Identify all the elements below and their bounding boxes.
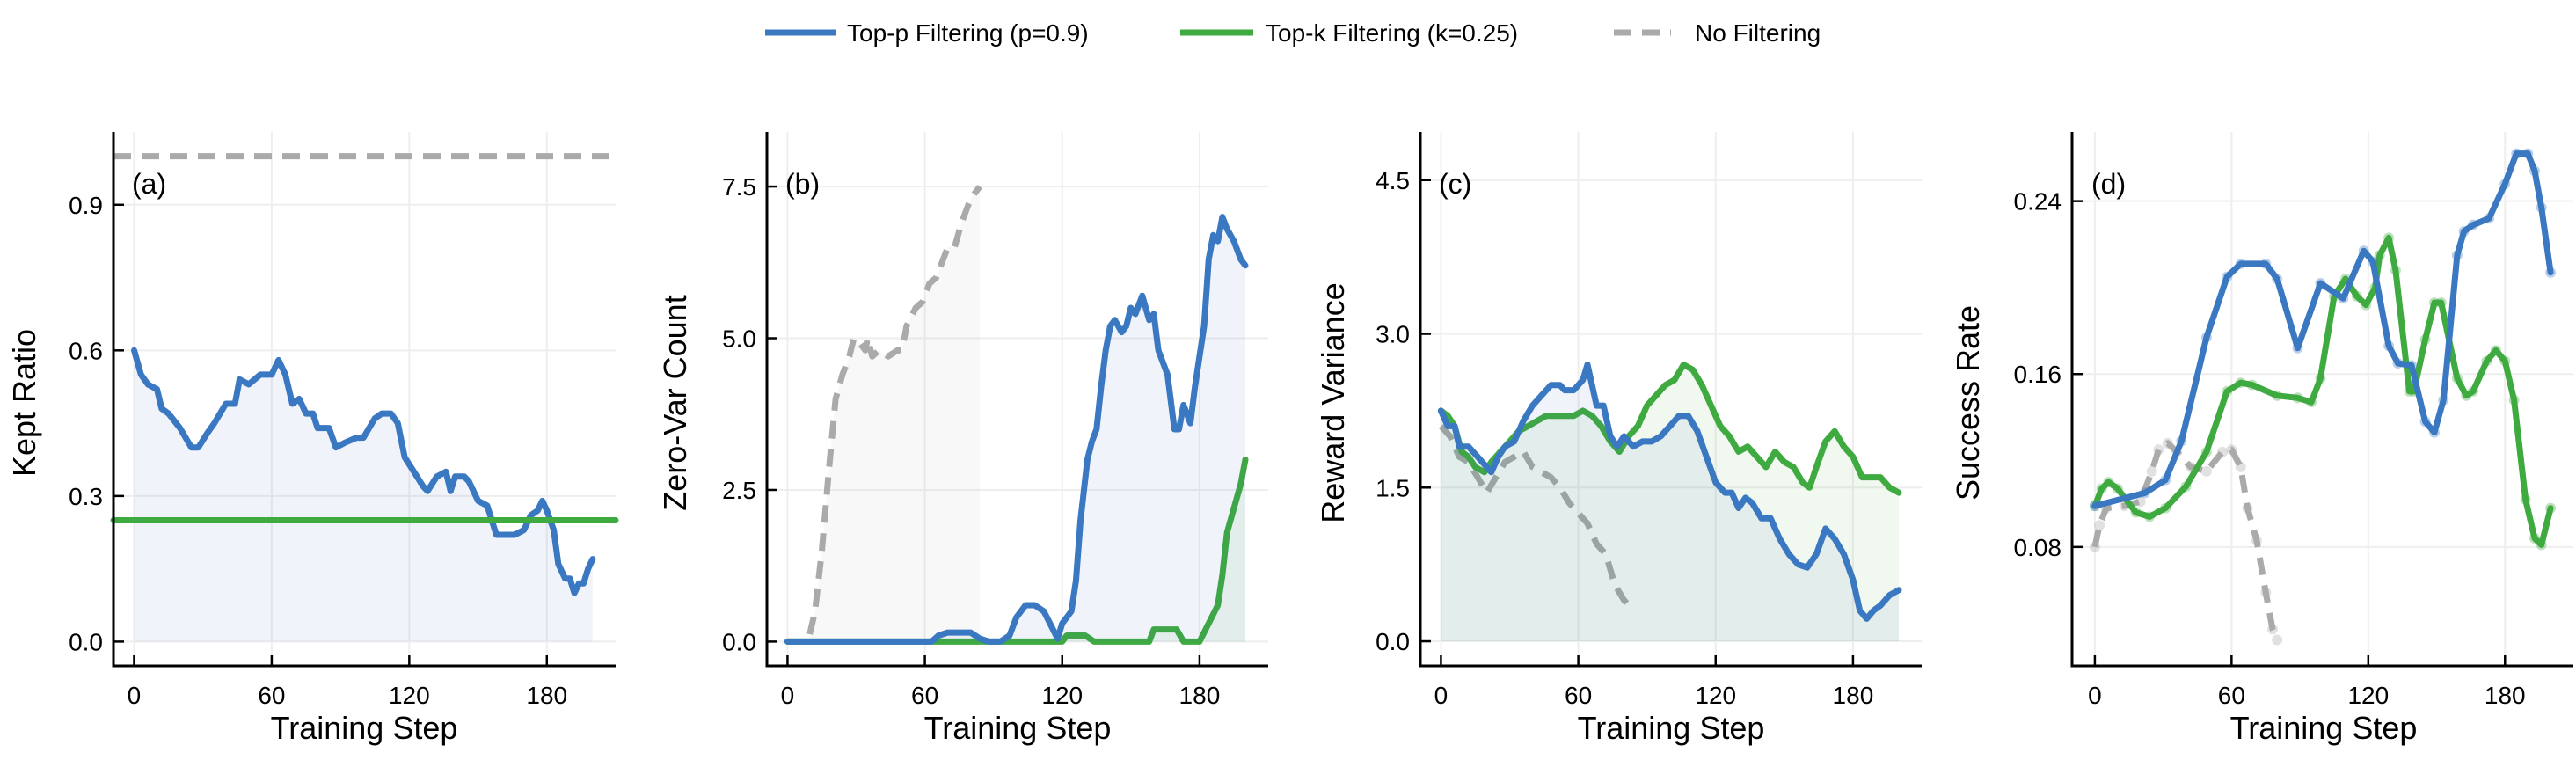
panel-letter: (b) bbox=[785, 168, 820, 200]
y-tick-label: 0.6 bbox=[69, 337, 103, 364]
data-point bbox=[2094, 520, 2105, 531]
y-tick-label: 2.5 bbox=[722, 477, 756, 504]
series-line-top-k-filtering-k-0-25- bbox=[2091, 234, 2554, 548]
series-line-top-p-filtering-p-0-9- bbox=[1437, 362, 1902, 622]
series-line-no-filtering bbox=[787, 184, 982, 645]
series-fill bbox=[134, 350, 593, 642]
y-tick-label: 0.9 bbox=[69, 192, 103, 219]
series-fill bbox=[1441, 364, 1899, 642]
series-line-top-p-filtering-p-0-9- bbox=[784, 214, 1249, 645]
data-point bbox=[2146, 465, 2157, 477]
x-tick-label: 60 bbox=[258, 682, 285, 709]
x-axis-label: Training Step bbox=[924, 710, 1112, 746]
panel-letter: (d) bbox=[2091, 168, 2126, 200]
x-tick-label: 0 bbox=[781, 682, 795, 709]
x-tick-label: 0 bbox=[2088, 682, 2102, 709]
series-line-top-k-filtering-k-0-25- bbox=[784, 457, 1249, 645]
plot-area: 0 60 120 180 0.0 1.5 3.0 4.5 bbox=[1376, 132, 1922, 709]
x-tick-label: 180 bbox=[1179, 682, 1221, 709]
plot-area: 0 60 120 180 0.0 2.5 5.0 7.5 bbox=[722, 132, 1268, 709]
y-tick-label: 0.0 bbox=[722, 628, 756, 655]
x-tick-label: 180 bbox=[526, 682, 567, 709]
legend-label-top-p: Top-p Filtering (p=0.9) bbox=[847, 19, 1089, 47]
series-line-no-filtering bbox=[1438, 424, 1636, 613]
y-tick-label: 3.0 bbox=[1376, 321, 1410, 348]
plot-area: 0 60 120 180 0.08 0.16 0.24 bbox=[2014, 132, 2573, 709]
legend-item-no-filtering: No Filtering bbox=[1614, 19, 1821, 47]
series-line-top-p-filtering-p-0-9- bbox=[2091, 150, 2554, 509]
x-tick-label: 60 bbox=[2218, 682, 2245, 709]
series-line-top-p-filtering-p-0-9- bbox=[131, 347, 596, 596]
y-axis-label: Success Rate bbox=[1950, 305, 1986, 501]
legend: Top-p Filtering (p=0.9) Top-k Filtering … bbox=[765, 19, 1821, 47]
panel-letter: (c) bbox=[1439, 168, 1471, 200]
x-axis-label: Training Step bbox=[1578, 710, 1765, 746]
x-tick-label: 0 bbox=[1434, 682, 1449, 709]
y-axis-label: Reward Variance bbox=[1315, 282, 1351, 522]
y-tick-label: 0.3 bbox=[69, 483, 103, 510]
legend-item-top-k: Top-k Filtering (k=0.25) bbox=[1180, 19, 1518, 47]
y-tick-label: 5.0 bbox=[722, 325, 756, 353]
x-tick-label: 180 bbox=[2485, 682, 2526, 709]
y-tick-label: 0.16 bbox=[2014, 361, 2062, 388]
series-line-no-filtering bbox=[2091, 440, 2280, 641]
y-tick-label: 0.0 bbox=[69, 628, 103, 655]
series-fill bbox=[787, 216, 1245, 642]
series-fill bbox=[1441, 364, 1899, 642]
y-tick-label: 4.5 bbox=[1376, 167, 1410, 194]
y-axis-label: Kept Ratio bbox=[6, 329, 42, 477]
plot-area: 0 60 120 180 0.0 0.3 0.6 0.9 bbox=[69, 132, 619, 709]
data-point bbox=[2200, 465, 2212, 477]
y-tick-label: 7.5 bbox=[722, 173, 756, 201]
panel-a: 0 60 120 180 0.0 0.3 0.6 0.9 (a) Kept Ratio Tra… bbox=[6, 132, 619, 746]
legend-item-top-p: Top-p Filtering (p=0.9) bbox=[765, 19, 1089, 47]
legend-label-no-filtering: No Filtering bbox=[1695, 19, 1821, 47]
x-tick-label: 180 bbox=[1833, 682, 1874, 709]
x-tick-label: 60 bbox=[911, 682, 938, 709]
panel-letter: (a) bbox=[132, 168, 166, 200]
x-tick-label: 60 bbox=[1565, 682, 1592, 709]
y-tick-label: 0.08 bbox=[2014, 534, 2062, 561]
x-axis-label: Training Step bbox=[2230, 710, 2418, 746]
y-tick-label: 0.0 bbox=[1376, 628, 1410, 655]
y-axis-label: Zero-Var Count bbox=[657, 295, 693, 510]
data-point bbox=[2272, 634, 2283, 646]
y-tick-label: 1.5 bbox=[1376, 474, 1410, 501]
panel-b: 0 60 120 180 0.0 2.5 5.0 7.5 (b) Zero-Var Count… bbox=[657, 132, 1268, 746]
x-tick-label: 120 bbox=[1041, 682, 1083, 709]
x-tick-label: 120 bbox=[2347, 682, 2389, 709]
panel-c: 0 60 120 180 0.0 1.5 3.0 4.5 (c) Reward Varianc… bbox=[1315, 132, 1922, 746]
x-tick-label: 120 bbox=[1695, 682, 1736, 709]
series-fill bbox=[787, 186, 981, 642]
x-tick-label: 120 bbox=[389, 682, 430, 709]
x-axis-label: Training Step bbox=[271, 710, 458, 746]
y-tick-label: 0.24 bbox=[2014, 188, 2062, 216]
x-tick-label: 0 bbox=[128, 682, 142, 709]
panel-d: 0 60 120 180 0.08 0.16 0.24 (d) Success Rate T… bbox=[1950, 132, 2573, 746]
legend-label-top-k: Top-k Filtering (k=0.25) bbox=[1266, 19, 1518, 47]
